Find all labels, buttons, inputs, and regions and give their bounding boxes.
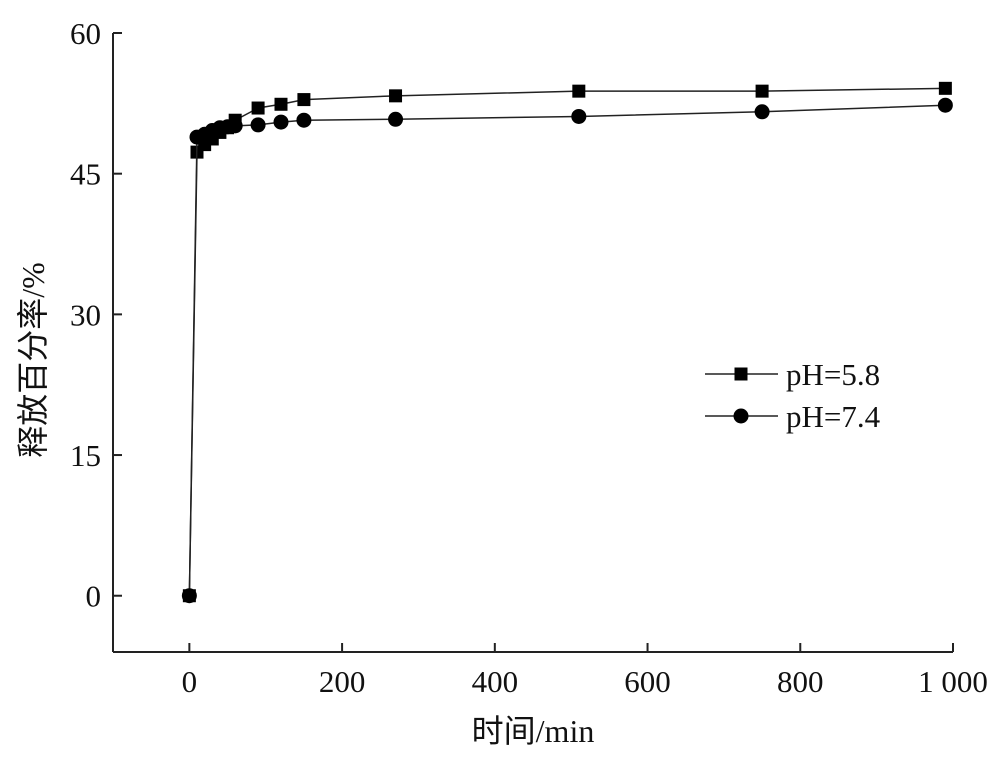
data-point <box>297 93 311 107</box>
data-point <box>572 84 586 98</box>
legend: pH=5.8 pH=7.4 <box>705 357 881 434</box>
y-tick-label: 0 <box>86 579 102 614</box>
data-point <box>937 97 953 113</box>
x-tick-label: 600 <box>624 664 671 699</box>
series-0 <box>182 81 952 603</box>
data-point <box>388 111 404 127</box>
legend-marker <box>734 367 748 381</box>
x-tick-label: 0 <box>182 664 198 699</box>
data-point <box>274 97 288 111</box>
data-point <box>938 81 952 95</box>
y-tick-label: 30 <box>70 297 101 332</box>
data-point <box>296 112 312 128</box>
y-tick-label: 15 <box>70 438 101 473</box>
data-point <box>571 108 587 124</box>
series-1 <box>181 97 953 604</box>
x-axis-label: 时间/min <box>472 713 595 749</box>
x-tick-label: 800 <box>777 664 824 699</box>
series-line <box>188 87 946 596</box>
y-tick-label: 45 <box>70 157 101 192</box>
x-tick-label: 1 000 <box>918 664 988 699</box>
data-point <box>273 114 289 130</box>
data-point <box>227 118 243 134</box>
legend-label: pH=7.4 <box>786 399 881 434</box>
x-tick-label: 200 <box>319 664 366 699</box>
legend-item: pH=5.8 <box>705 357 880 392</box>
y-tick-label: 60 <box>70 16 101 51</box>
data-point <box>755 84 769 98</box>
legend-label: pH=5.8 <box>786 357 880 392</box>
y-axis-label: 释放百分率/% <box>15 262 51 458</box>
series-group <box>181 81 953 604</box>
legend-item: pH=7.4 <box>705 399 881 434</box>
data-point <box>389 89 403 103</box>
series-line <box>188 104 946 596</box>
legend-marker <box>733 408 749 424</box>
data-point <box>251 101 265 115</box>
data-point <box>250 117 266 133</box>
x-tick-label: 400 <box>472 664 519 699</box>
data-point <box>754 104 770 120</box>
data-point <box>181 588 197 604</box>
